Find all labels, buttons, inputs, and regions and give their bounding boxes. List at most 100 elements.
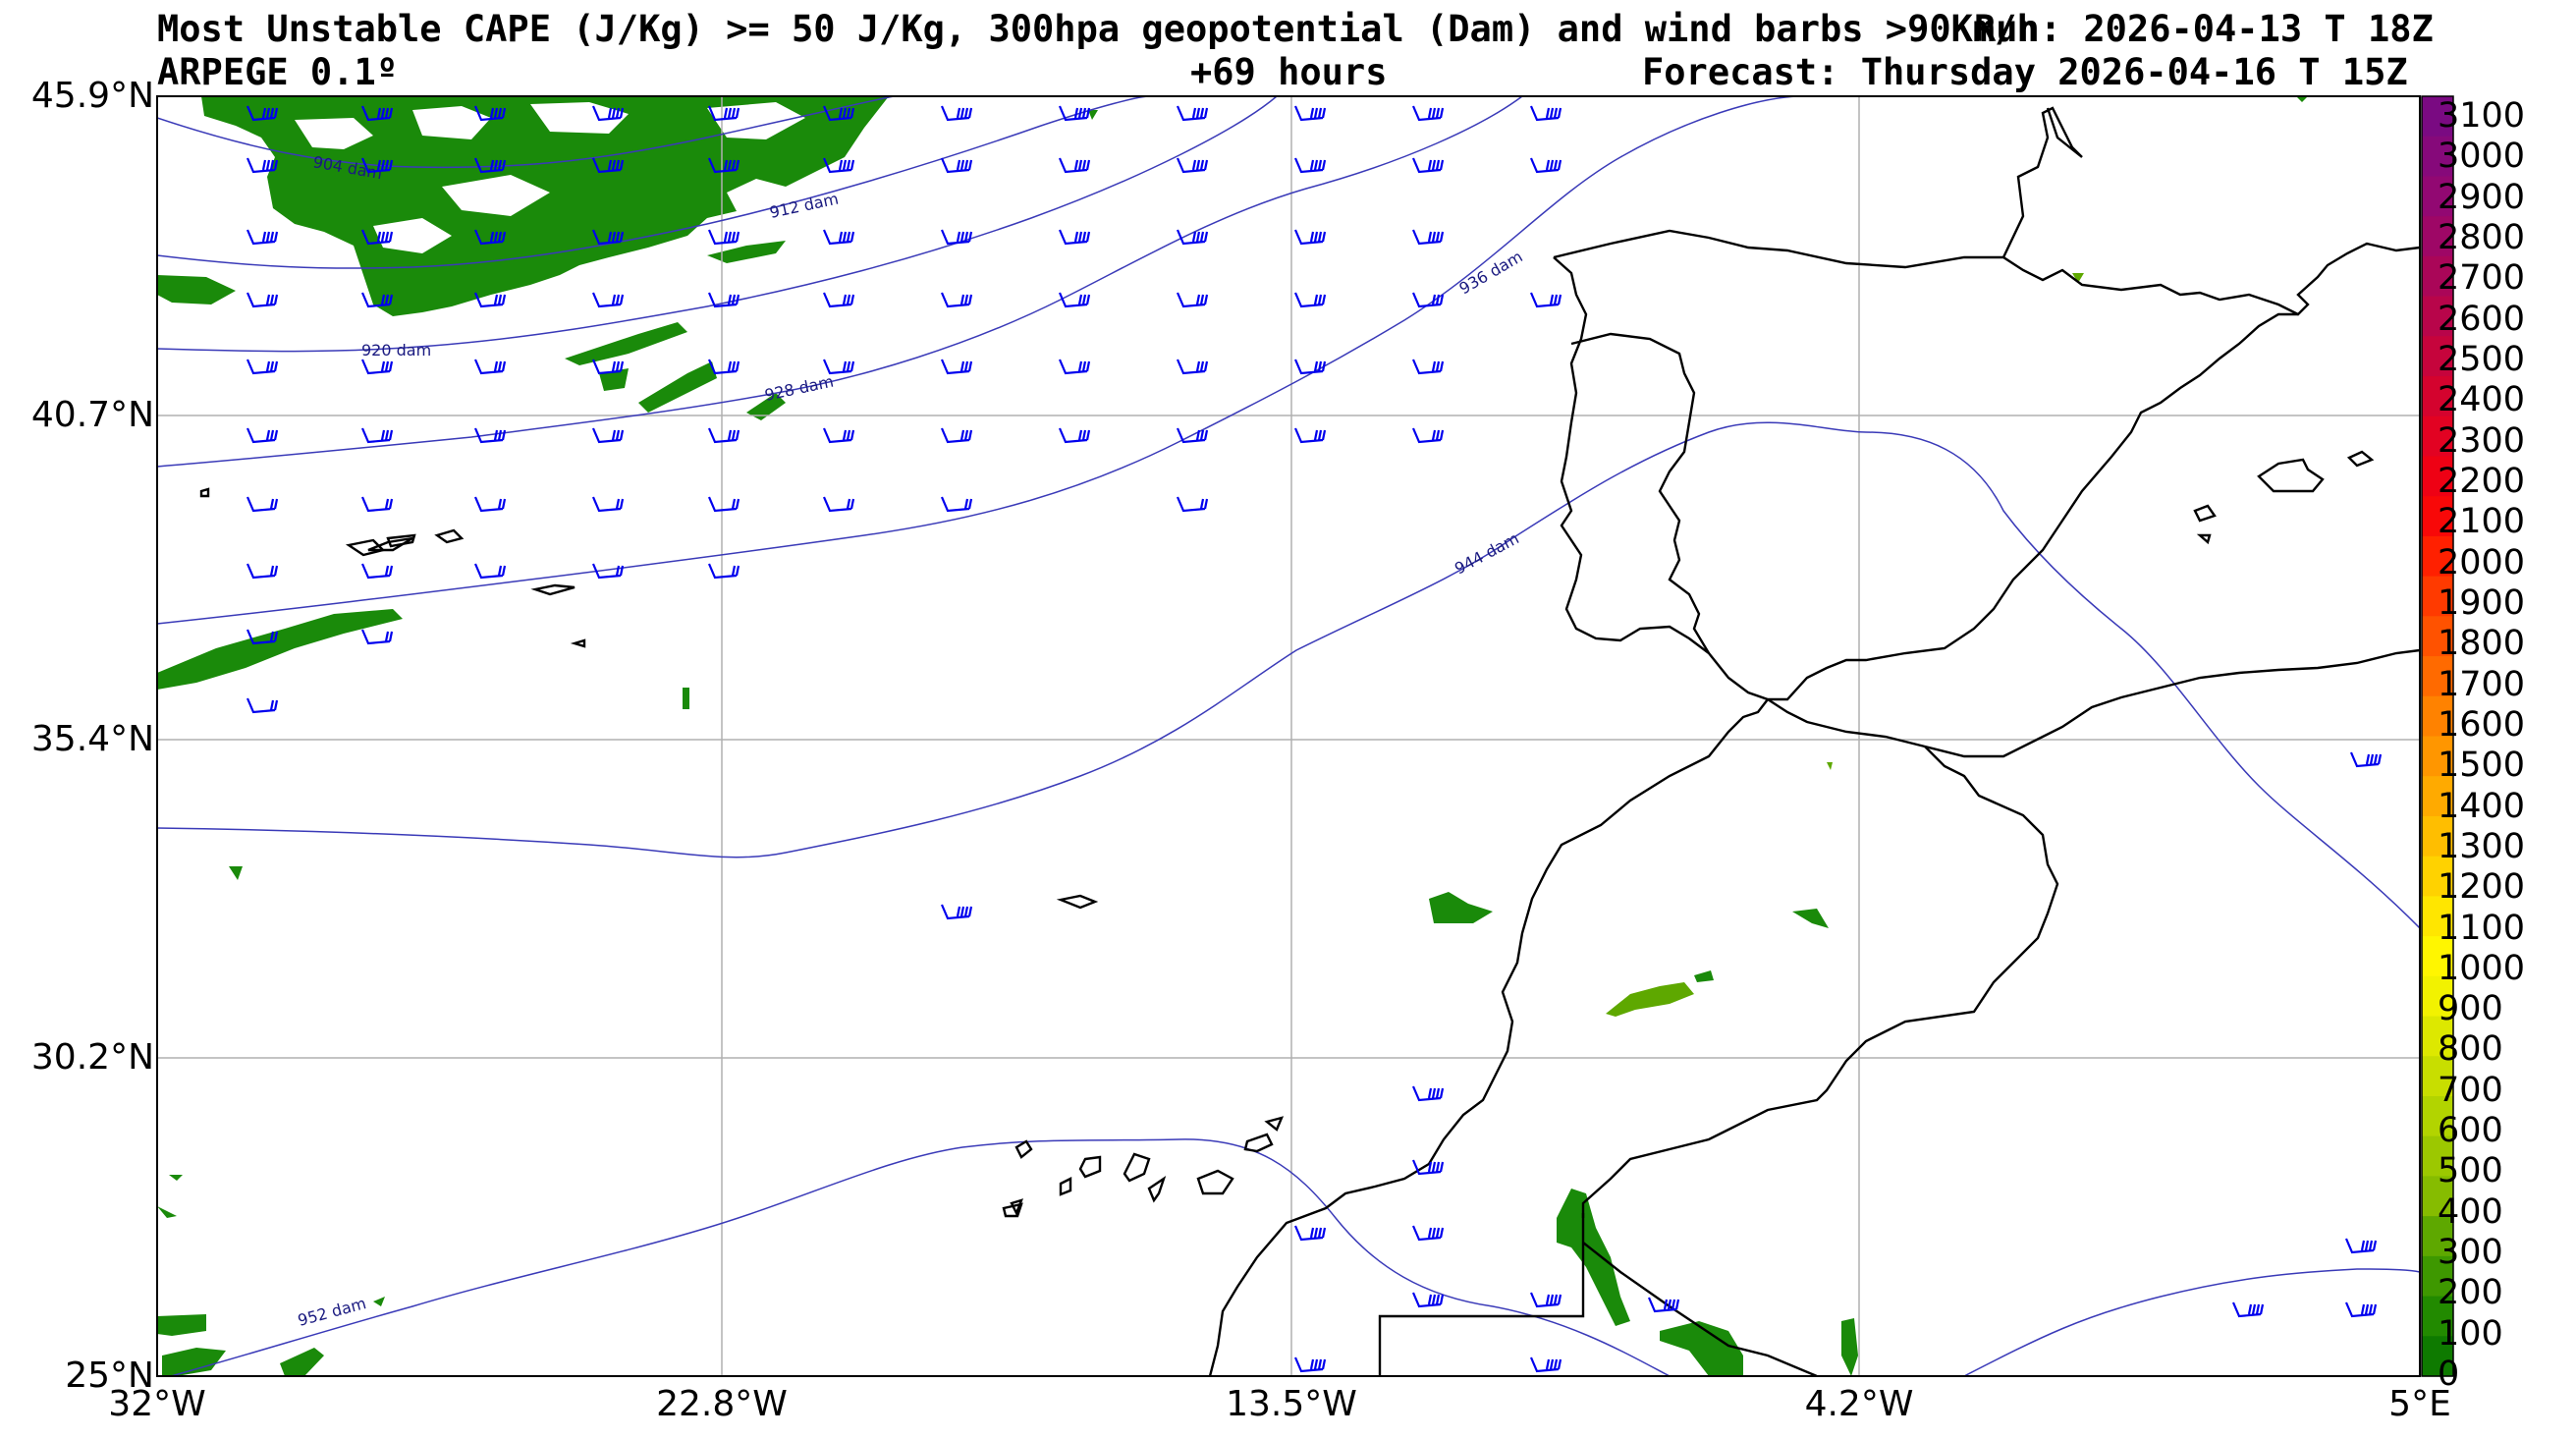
wind-barb	[473, 359, 507, 375]
colorbar-swatch	[2422, 136, 2453, 178]
colorbar-swatch	[2422, 496, 2453, 537]
wind-barb	[707, 563, 740, 580]
wind-barb	[1293, 1225, 1327, 1242]
colorbar-swatch	[2422, 1216, 2453, 1257]
wind-barb	[2349, 751, 2383, 768]
wind-barb	[1411, 1225, 1445, 1242]
wind-barb	[822, 105, 855, 122]
colorbar-swatch	[2422, 736, 2453, 777]
coast-madeira	[1056, 894, 1099, 910]
colorbar-swatch	[2422, 535, 2453, 578]
wind-barb	[822, 496, 855, 513]
wind-barb	[246, 629, 279, 645]
wind-barb	[1058, 359, 1091, 375]
colorbar-tick-label: 3000	[2438, 137, 2526, 177]
colorbar-swatch	[2422, 1095, 2453, 1137]
wind-barb	[360, 359, 394, 375]
colorbar-tick-label: 2500	[2438, 339, 2526, 379]
wind-barb	[1293, 157, 1327, 174]
wind-barb	[246, 229, 279, 246]
colorbar-tick-label: 2600	[2438, 299, 2526, 339]
lat-lon-grid	[157, 96, 2420, 1376]
colorbar-tick-label: 2200	[2438, 461, 2526, 501]
colorbar-swatch	[2422, 695, 2453, 738]
lat-label-45-9: 45.9°N	[30, 76, 154, 116]
colorbar-swatch	[2422, 856, 2453, 897]
colorbar-swatch	[2422, 616, 2453, 657]
coast-france-spain	[1553, 229, 2420, 316]
wind-barb	[591, 292, 625, 308]
wind-barb	[473, 496, 507, 513]
wind-barb	[1529, 1292, 1562, 1308]
wind-barb	[591, 359, 625, 375]
wind-barb	[940, 105, 973, 122]
wind-barb	[707, 105, 740, 122]
lat-label-25: 25°N	[65, 1356, 154, 1396]
contour-labels: 904 dam 912 dam 920 dam 928 dam 936 dam …	[296, 152, 1526, 1330]
colorbar-swatch	[2422, 815, 2453, 858]
wind-barb	[1411, 427, 1445, 444]
colorbar-tick-label: 1200	[2438, 867, 2526, 908]
lat-label-35-4: 35.4°N	[30, 719, 154, 759]
wind-barb	[1411, 1292, 1445, 1308]
colorbar-swatch	[2422, 1056, 2453, 1097]
colorbar-swatch	[2422, 1135, 2453, 1178]
contour-label-936: 936 dam	[1456, 247, 1526, 298]
map-frame	[156, 95, 2421, 1377]
wind-barb	[1411, 1085, 1445, 1102]
wind-barb	[1293, 427, 1327, 444]
wind-barb	[1411, 157, 1445, 174]
colorbar-swatch	[2422, 1016, 2453, 1057]
wind-barb	[707, 292, 740, 308]
wind-barb	[360, 427, 394, 444]
colorbar-tick-label: 300	[2438, 1233, 2503, 1272]
wind-barb	[2231, 1301, 2265, 1318]
colorbar-tick-label: 1700	[2438, 664, 2526, 704]
colorbar-tick-label: 2000	[2438, 542, 2526, 582]
wind-barb	[822, 229, 855, 246]
wind-barb	[1529, 292, 1562, 308]
colorbar-tick-label: 100	[2438, 1313, 2503, 1354]
wind-barb	[246, 292, 279, 308]
wind-barb	[1293, 292, 1327, 308]
colorbar-swatch	[2422, 936, 2453, 977]
border-portugal	[1570, 332, 1711, 654]
wind-barb	[1176, 105, 1209, 122]
wind-barb	[246, 157, 279, 174]
colorbar-tick-label: 600	[2438, 1111, 2503, 1151]
wind-barb	[2344, 1301, 2378, 1318]
wind-barb	[360, 563, 394, 580]
colorbar-tick-label: 1000	[2438, 948, 2526, 988]
coast-azores	[199, 487, 210, 498]
colorbar-swatch	[2422, 176, 2453, 217]
colorbar-tick-label: 700	[2438, 1070, 2503, 1110]
wind-barb	[246, 563, 279, 580]
wind-barb	[1058, 105, 1091, 122]
colorbar-tick-label: 1400	[2438, 786, 2526, 826]
wind-barb	[1529, 105, 1562, 122]
wind-barb	[246, 359, 279, 375]
colorbar-tick-label: 1500	[2438, 746, 2526, 786]
colorbar-tick-label: 2700	[2438, 258, 2526, 299]
lat-label-30-2: 30.2°N	[30, 1037, 154, 1078]
wind-barb	[1058, 292, 1091, 308]
wind-barb	[473, 157, 507, 174]
coast-north-africa	[1208, 698, 1769, 1376]
wind-barb	[2344, 1238, 2378, 1254]
wind-barb	[1411, 1159, 1445, 1176]
wind-barb	[360, 157, 394, 174]
cape-area-nw	[201, 96, 889, 316]
lon-label-4-2w: 4.2°W	[1804, 1384, 1914, 1424]
wind-barb	[1176, 157, 1209, 174]
wind-barb	[473, 292, 507, 308]
colorbar-tick-label: 2800	[2438, 218, 2526, 257]
wind-barb	[1529, 1356, 1562, 1373]
colorbar-tick-label: 2900	[2438, 177, 2526, 217]
coastlines	[199, 106, 2420, 1376]
wind-barb	[707, 157, 740, 174]
wind-barb	[473, 105, 507, 122]
wind-barb	[591, 105, 625, 122]
wind-barb	[360, 105, 394, 122]
colorbar-swatch	[2422, 415, 2453, 458]
